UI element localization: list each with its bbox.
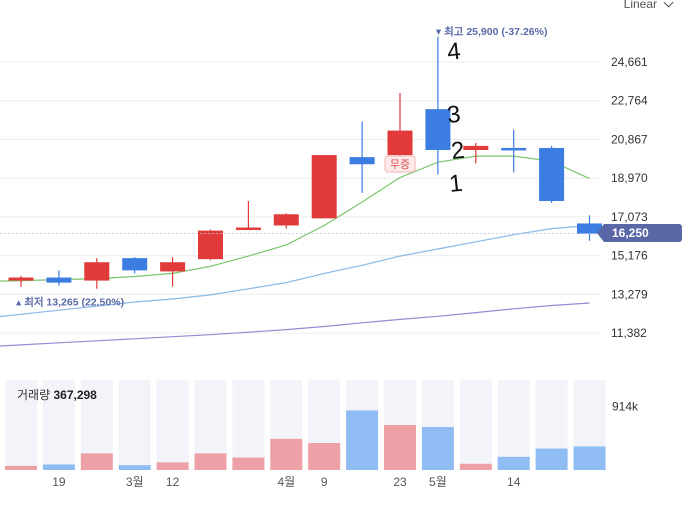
volume-bar: [80, 453, 113, 470]
high-price-annotation: ▾ 최고 25,900 (-37.26%): [436, 25, 548, 38]
scale-toggle-button[interactable]: Linear: [623, 0, 674, 11]
volume-value: 367,298: [53, 388, 97, 402]
volume-bar: [42, 464, 75, 470]
current-price-value: 16,250: [612, 226, 649, 240]
candle-body: [46, 277, 72, 283]
volume-bar: [232, 457, 265, 470]
current-price-tag: 16,250: [597, 224, 682, 242]
candle-body: [463, 145, 489, 150]
handwritten-mark: 3: [446, 101, 462, 129]
scale-toggle-label: Linear: [623, 0, 657, 11]
candle-body: [387, 130, 413, 156]
handwritten-mark: 2: [450, 137, 466, 165]
candle-body: [235, 227, 261, 231]
volume-bar-background: [118, 380, 151, 470]
candle-body: [501, 147, 527, 151]
volume-bar: [194, 453, 227, 470]
volume-title-label: 거래량: [17, 388, 51, 402]
volume-bar: [346, 410, 379, 470]
volume-bar: [270, 438, 303, 470]
volume-bar: [421, 427, 454, 470]
candle-body: [273, 214, 299, 226]
price-axis-tick-label: 18,970: [611, 171, 648, 185]
volume-bar-background: [5, 380, 37, 470]
handwritten-mark: 1: [448, 170, 464, 198]
volume-title: 거래량 367,298: [17, 386, 97, 403]
price-axis-tick-label: 24,661: [611, 55, 648, 69]
badge-box: [384, 155, 416, 173]
handwritten-mark: 4: [446, 38, 462, 66]
volume-bar: [459, 463, 492, 470]
candle-body: [349, 157, 375, 165]
low-price-annotation: ▴ 최저 13,265 (22.50%): [16, 296, 124, 309]
x-axis-tick-label: 23: [393, 475, 407, 489]
volume-axis-label: 914k: [612, 400, 639, 414]
volume-bar: [308, 443, 341, 470]
volume-bar-background: [459, 380, 492, 470]
candle-body: [577, 223, 602, 234]
x-axis-tick-label: 9: [321, 475, 328, 489]
volume-bar: [535, 448, 568, 470]
volume-bar: [497, 456, 530, 470]
x-axis-tick-label: 14: [507, 475, 521, 489]
price-axis-tick-label: 20,867: [611, 132, 648, 146]
moving-average-line-2: [0, 224, 590, 318]
x-axis-tick-label: 5월: [429, 475, 447, 489]
x-axis-tick-label: 19: [52, 475, 66, 489]
volume-bar-background: [232, 380, 265, 470]
volume-bar: [5, 465, 37, 470]
badge-text: 무증: [390, 159, 410, 171]
candle-body: [311, 155, 337, 219]
volume-bar: [573, 446, 606, 470]
candle-body: [539, 147, 565, 201]
price-axis-tick-label: 15,176: [611, 249, 648, 263]
price-axis-tick-label: 17,073: [611, 210, 648, 224]
candle-body: [8, 277, 34, 281]
volume-bar-background: [42, 380, 75, 470]
volume-bar: [384, 425, 416, 470]
candle-body: [198, 230, 223, 260]
volume-bar-background: [156, 380, 189, 470]
candle-body: [160, 262, 186, 272]
price-axis-tick-label: 22,764: [611, 94, 648, 108]
volume-bar: [118, 465, 151, 470]
candle-body: [122, 258, 148, 271]
x-axis-tick-label: 3월: [126, 475, 144, 489]
volume-bar-background: [497, 380, 530, 470]
price-axis-tick-label: 13,279: [611, 287, 648, 301]
candle-body: [84, 262, 110, 281]
moving-average-line-3: [0, 302, 590, 347]
price-axis-tick-label: 11,382: [611, 326, 647, 340]
moving-average-line-1: [0, 155, 590, 282]
candle-body: [425, 109, 451, 150]
chevron-down-icon: [663, 0, 674, 7]
x-axis-tick-label: 12: [166, 475, 180, 489]
volume-bar: [156, 462, 189, 470]
x-axis-tick-label: 4월: [277, 475, 295, 489]
